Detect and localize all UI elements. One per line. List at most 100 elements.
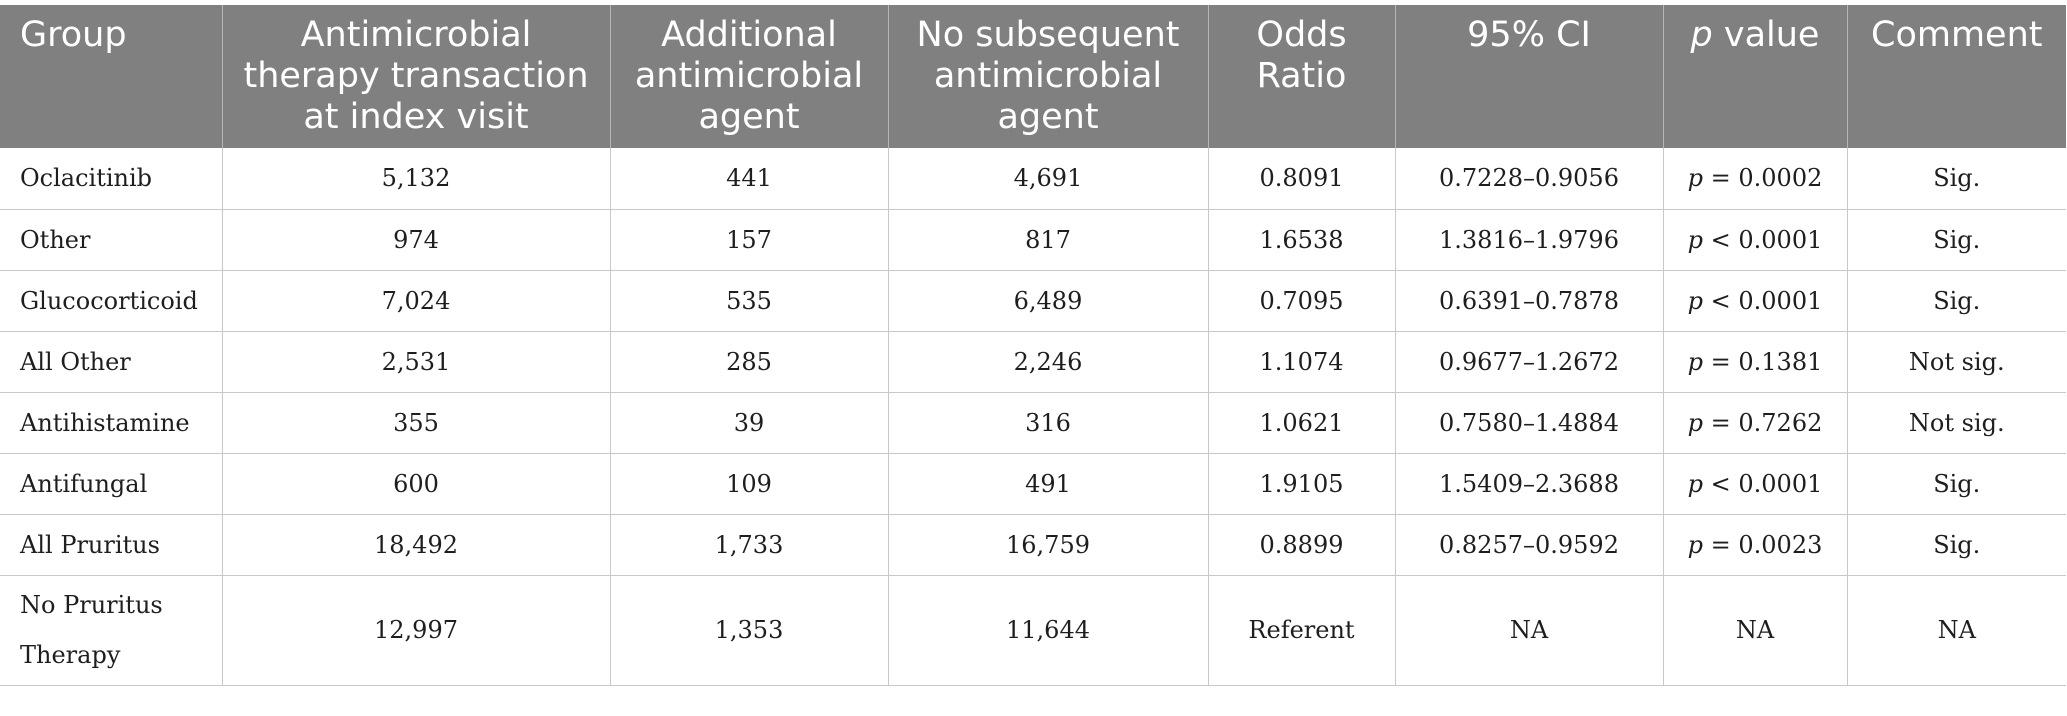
cell-additional: 157 <box>609 209 888 271</box>
header-comment: Comment <box>1846 5 2066 148</box>
cell-ci: 1.5409–2.3688 <box>1394 453 1663 515</box>
cell-comment: NA <box>1846 575 2066 686</box>
cell-ci: 0.6391–0.7878 <box>1394 270 1663 332</box>
cell-odds: 0.7095 <box>1207 270 1395 332</box>
cell-p-value: p < 0.0001 <box>1662 453 1847 515</box>
header-no-subsequent: No subsequent antimicrobial agent <box>887 5 1208 148</box>
cell-group: Glucocorticoid <box>0 270 222 332</box>
cell-group: Oclacitinib <box>0 148 222 210</box>
cell-p-value: p < 0.0001 <box>1662 209 1847 271</box>
table-row: Antihistamine 355 39 316 1.0621 0.7580–1.4884… <box>0 392 2066 454</box>
cell-transaction: 5,132 <box>221 148 610 210</box>
cell-none: 2,246 <box>887 331 1208 393</box>
results-table: Group Antimicrobial therapy transaction … <box>0 5 2066 686</box>
cell-none: 4,691 <box>887 148 1208 210</box>
header-p-symbol: p <box>1690 15 1713 55</box>
p-value-text: < 0.0001 <box>1703 286 1823 315</box>
header-ci: 95% CI <box>1394 5 1663 148</box>
table-row: Antifungal 600 109 491 1.9105 1.5409–2.3688 p … <box>0 453 2066 515</box>
cell-ci: NA <box>1394 575 1663 686</box>
cell-additional: 1,353 <box>609 575 888 686</box>
cell-group: All Pruritus <box>0 514 222 576</box>
p-value-text: < 0.0001 <box>1703 469 1823 498</box>
cell-group: Antihistamine <box>0 392 222 454</box>
table-row: Oclacitinib 5,132 441 4,691 0.8091 0.7228–0.9… <box>0 148 2066 210</box>
cell-group: No Pruritus Therapy <box>0 575 222 686</box>
table-row: Other 974 157 817 1.6538 1.3816–1.9796 p < 0.0… <box>0 209 2066 271</box>
cell-transaction: 2,531 <box>221 331 610 393</box>
cell-comment: Sig. <box>1846 270 2066 332</box>
cell-transaction: 12,997 <box>221 575 610 686</box>
cell-additional: 535 <box>609 270 888 332</box>
cell-transaction: 600 <box>221 453 610 515</box>
cell-comment: Sig. <box>1846 514 2066 576</box>
cell-transaction: 7,024 <box>221 270 610 332</box>
header-transaction: Antimicrobial therapy transaction at ind… <box>221 5 610 148</box>
cell-group: Other <box>0 209 222 271</box>
p-symbol: p <box>1687 469 1704 498</box>
cell-comment: Sig. <box>1846 209 2066 271</box>
p-symbol: p <box>1687 408 1704 437</box>
cell-odds: 1.9105 <box>1207 453 1395 515</box>
cell-ci: 0.8257–0.9592 <box>1394 514 1663 576</box>
p-symbol: p <box>1687 225 1704 254</box>
p-value-text: = 0.1381 <box>1703 347 1823 376</box>
cell-comment: Not sig. <box>1846 331 2066 393</box>
p-symbol: p <box>1687 530 1704 559</box>
cell-additional: 1,733 <box>609 514 888 576</box>
cell-additional: 441 <box>609 148 888 210</box>
cell-group: Antifungal <box>0 453 222 515</box>
cell-ci: 1.3816–1.9796 <box>1394 209 1663 271</box>
header-group: Group <box>0 5 222 148</box>
cell-odds: 0.8899 <box>1207 514 1395 576</box>
cell-transaction: 355 <box>221 392 610 454</box>
p-symbol: p <box>1687 164 1704 193</box>
cell-transaction: 974 <box>221 209 610 271</box>
cell-none: 16,759 <box>887 514 1208 576</box>
cell-p-value: p < 0.0001 <box>1662 270 1847 332</box>
cell-none: 11,644 <box>887 575 1208 686</box>
header-p-value: p value <box>1662 5 1847 148</box>
cell-odds: 1.1074 <box>1207 331 1395 393</box>
cell-odds: Referent <box>1207 575 1395 686</box>
header-p-rest: value <box>1712 15 1820 55</box>
cell-none: 491 <box>887 453 1208 515</box>
cell-p-value: p = 0.7262 <box>1662 392 1847 454</box>
cell-additional: 285 <box>609 331 888 393</box>
header-odds-ratio: Odds Ratio <box>1207 5 1395 148</box>
cell-transaction: 18,492 <box>221 514 610 576</box>
cell-odds: 0.8091 <box>1207 148 1395 210</box>
table-row: Glucocorticoid 7,024 535 6,489 0.7095 0.6391–… <box>0 270 2066 332</box>
p-symbol: p <box>1687 286 1704 315</box>
cell-ci: 0.7228–0.9056 <box>1394 148 1663 210</box>
cell-p-value: p = 0.0023 <box>1662 514 1847 576</box>
cell-group: All Other <box>0 331 222 393</box>
table-row: No Pruritus Therapy 12,997 1,353 11,644 Refe… <box>0 575 2066 686</box>
cell-additional: 109 <box>609 453 888 515</box>
cell-p-value: p = 0.1381 <box>1662 331 1847 393</box>
cell-ci: 0.9677–1.2672 <box>1394 331 1663 393</box>
p-value-text: = 0.0023 <box>1703 530 1823 559</box>
cell-none: 316 <box>887 392 1208 454</box>
cell-additional: 39 <box>609 392 888 454</box>
p-value-text: = 0.7262 <box>1703 408 1823 437</box>
table-row: All Other 2,531 285 2,246 1.1074 0.9677–1.267… <box>0 331 2066 393</box>
p-symbol: p <box>1687 347 1704 376</box>
table-header-row: Group Antimicrobial therapy transaction … <box>0 5 2066 148</box>
cell-p-value: NA <box>1662 575 1847 686</box>
cell-odds: 1.6538 <box>1207 209 1395 271</box>
p-value-text: < 0.0001 <box>1703 225 1823 254</box>
cell-odds: 1.0621 <box>1207 392 1395 454</box>
cell-none: 6,489 <box>887 270 1208 332</box>
table-row: All Pruritus 18,492 1,733 16,759 0.8899 0.825… <box>0 514 2066 576</box>
cell-comment: Sig. <box>1846 148 2066 210</box>
cell-comment: Sig. <box>1846 453 2066 515</box>
cell-none: 817 <box>887 209 1208 271</box>
header-additional: Additional antimicrobial agent <box>609 5 888 148</box>
cell-comment: Not sig. <box>1846 392 2066 454</box>
cell-p-value: p = 0.0002 <box>1662 148 1847 210</box>
table-body: Oclacitinib 5,132 441 4,691 0.8091 0.7228–0.9… <box>0 148 2066 686</box>
cell-ci: 0.7580–1.4884 <box>1394 392 1663 454</box>
p-value-text: NA <box>1735 616 1775 644</box>
p-value-text: = 0.0002 <box>1703 164 1823 193</box>
